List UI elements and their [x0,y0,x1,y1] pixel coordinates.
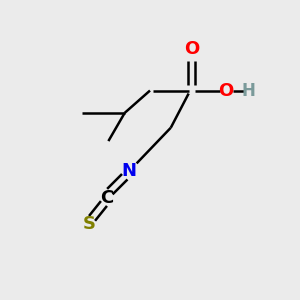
Text: N: N [122,162,137,180]
Text: C: C [100,189,113,207]
Text: O: O [218,82,233,100]
Text: O: O [184,40,199,58]
Text: H: H [241,82,255,100]
Text: S: S [82,215,96,233]
